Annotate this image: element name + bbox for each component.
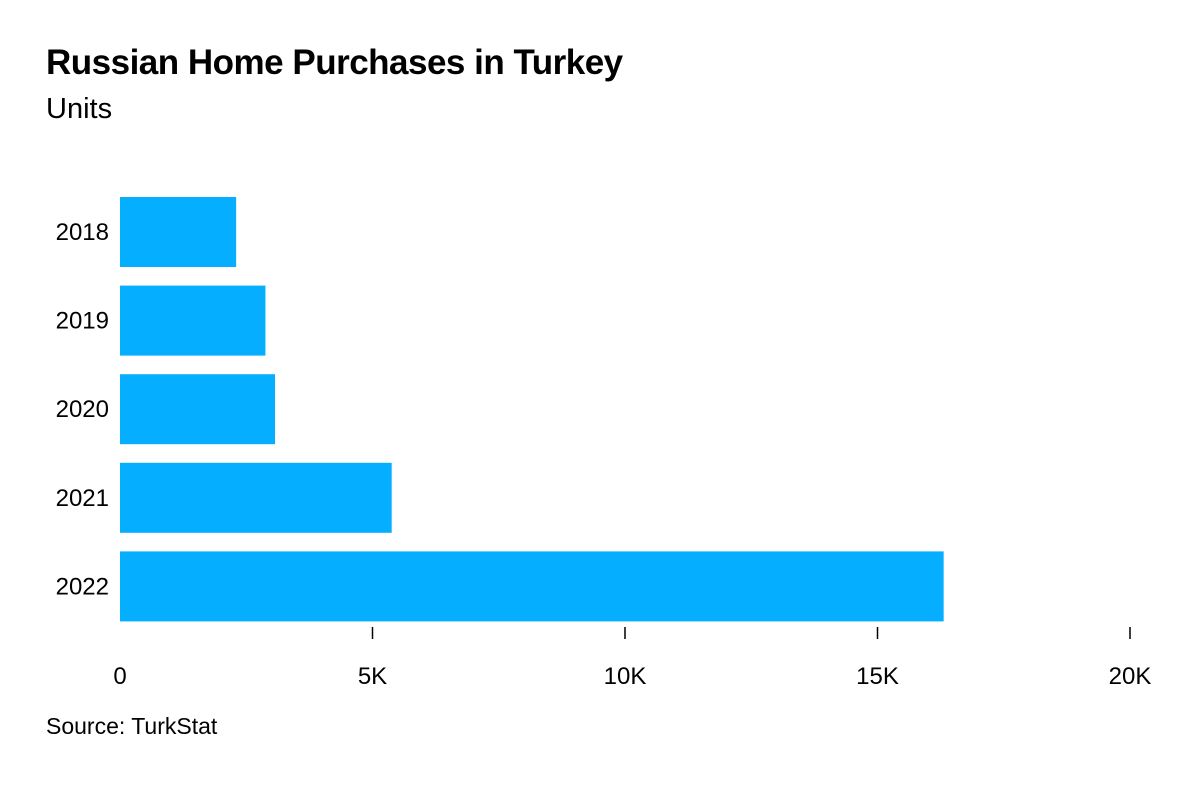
x-tick-label-20K: 20K [1109,663,1152,690]
x-tick-label-0: 0 [113,663,126,690]
bar-2021 [120,462,392,533]
bar-2020 [120,374,276,445]
bar-2019 [120,285,266,356]
bars-group [120,197,944,622]
source-note: Source: TurkStat [46,713,218,739]
bar-2022 [120,551,944,622]
x-tick-label-10K: 10K [604,663,647,690]
category-label-2019: 2019 [56,308,109,335]
x-axis-tick-labels-group: 0 5K 10K 15K 20K [113,663,1151,690]
x-axis-ticks-group [371,627,1131,639]
x-tick-label-15K: 15K [856,663,899,690]
x-tick-label-5K: 5K [358,663,387,690]
category-label-2020: 2020 [56,396,109,423]
category-label-2022: 2022 [56,573,109,600]
category-label-2018: 2018 [56,219,109,246]
category-label-2021: 2021 [56,485,109,512]
chart-subtitle: Units [46,93,113,125]
bar-2018 [120,197,237,267]
chart-title: Russian Home Purchases in Turkey [46,43,623,82]
category-labels-group: 2018 2019 2020 2021 2022 [56,219,109,600]
